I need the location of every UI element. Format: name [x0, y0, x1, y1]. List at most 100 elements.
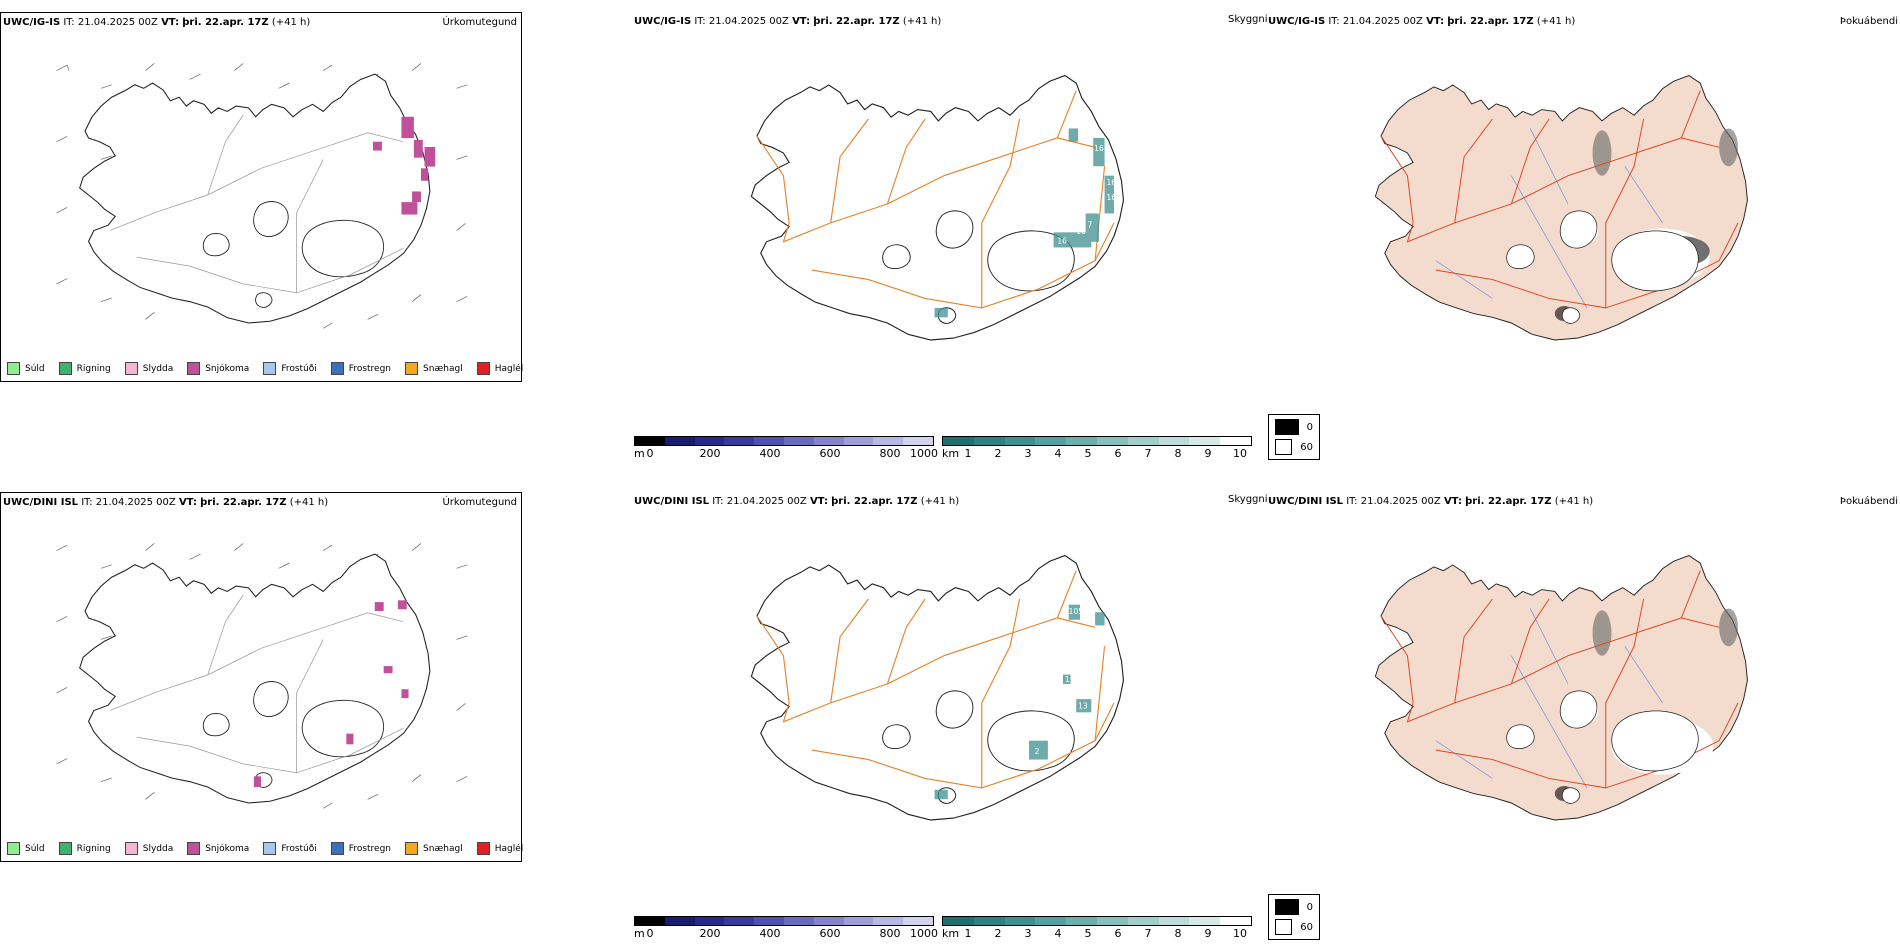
low-visibility-labels: 16 16 16 16 7 16 7 — [1020, 144, 1117, 246]
legend-label: Rigning — [76, 843, 111, 854]
legend-swatch — [187, 362, 201, 375]
visibility-colorbar: km 1 2 3 4 5 6 7 8 9 10 — [942, 916, 1252, 940]
legend-label: Frostregn — [348, 843, 392, 854]
colorbar-tick: 3 — [1024, 927, 1032, 940]
legend-swatch — [124, 362, 138, 375]
vt-label: VT: — [161, 17, 180, 28]
visibility-label: 7 — [1088, 221, 1093, 230]
legend-item: Snæhagl — [405, 842, 463, 855]
roads — [756, 90, 1115, 309]
it-value: 21.04.2025 00Z — [1342, 16, 1423, 27]
fog-map — [1374, 75, 1748, 341]
colorbar-tick: 1 — [964, 927, 972, 940]
visibility-colorbar: km 1 2 3 4 5 6 7 8 9 10 — [942, 436, 1252, 460]
lead-time: (+41 h) — [289, 497, 329, 508]
roads — [109, 114, 404, 294]
colorbar-tick: 7 — [1144, 927, 1152, 940]
snow-areas — [373, 116, 436, 215]
panel-header: UWC/DINI ISL IT: 21.04.2025 00Z VT: þri.… — [1, 493, 521, 517]
legend-swatch — [7, 842, 20, 855]
it-label: IT: — [1328, 16, 1340, 27]
fog-legend-label: 0 — [1306, 901, 1313, 913]
colorbar-tick: 10 — [1233, 447, 1247, 460]
it-label: IT: — [694, 16, 706, 27]
vt-label: VT: — [1443, 496, 1462, 507]
model-name: UWC/IG-IS — [1268, 16, 1326, 27]
colorbar-unit: m — [634, 447, 645, 460]
colorbar-tick: 6 — [1114, 447, 1122, 460]
it-label: IT: — [1346, 496, 1358, 507]
rivers — [1435, 128, 1663, 309]
colorbar-tick: 1000 — [910, 447, 938, 460]
legend-item: Súld — [7, 842, 45, 855]
it-value: 21.04.2025 00Z — [77, 17, 158, 28]
colorbar-tick: 200 — [699, 447, 721, 460]
legend-label: Slydda — [142, 843, 174, 854]
legend-label: Snjókoma — [205, 363, 250, 374]
low-visibility-areas — [934, 604, 1105, 800]
visibility-label: 13 — [1078, 702, 1088, 711]
legend-label: Snæhagl — [423, 843, 463, 854]
legend-label: Slydda — [142, 363, 174, 374]
vt-value: þri. 22.apr. 17Z — [831, 496, 918, 507]
lead-time: (+41 h) — [1536, 16, 1576, 27]
legend-item: Rigning — [58, 362, 111, 375]
legend-item: Snæhagl — [405, 362, 463, 375]
legend-label: Haglél — [494, 363, 524, 374]
legend-label: Snæhagl — [423, 363, 463, 374]
colorbar-tick: 8 — [1174, 447, 1182, 460]
colorbar-tick: 800 — [879, 447, 901, 460]
vt-value: þri. 22.apr. 17Z — [182, 17, 269, 28]
colorbar-tick: 10 — [1233, 927, 1247, 940]
wind-barbs — [56, 63, 468, 329]
low-visibility-areas — [934, 128, 1114, 318]
visibility-map: 105 1 13 2 — [750, 554, 1125, 821]
legend-item: Rigning — [58, 842, 111, 855]
it-label: IT: — [81, 497, 93, 508]
panel-header: UWC/DINI ISL IT: 21.04.2025 00Z VT: þri.… — [1268, 492, 1900, 516]
legend-item: Frostúði — [263, 842, 317, 855]
panel-header: UWC/IG-IS IT: 21.04.2025 00Z VT: þri. 22… — [1268, 12, 1900, 36]
colorbar-tick: 400 — [759, 927, 781, 940]
visibility-label: 16 — [1094, 144, 1104, 153]
colorbar-tick: 6 — [1114, 927, 1122, 940]
fog-legend-label: 0 — [1306, 421, 1313, 433]
model-name: UWC/IG-IS — [3, 17, 61, 28]
colorbar-tick: 9 — [1204, 927, 1212, 940]
fog-legend-label: 60 — [1300, 921, 1313, 933]
vt-label: VT: — [792, 16, 811, 27]
colorbar-unit: m — [634, 927, 645, 940]
model-name: UWC/IG-IS — [634, 16, 692, 27]
legend-item: Haglél — [476, 362, 524, 375]
colorbar-tick: 4 — [1054, 927, 1062, 940]
it-value: 21.04.2025 00Z — [708, 16, 789, 27]
snow-areas — [253, 600, 409, 787]
legend-item: Frostregn — [330, 362, 392, 375]
rivers — [1435, 608, 1663, 789]
legend-swatch — [263, 362, 277, 375]
legend-label: Snjókoma — [205, 843, 250, 854]
legend-swatch — [330, 842, 344, 855]
colorbar-tick: 5 — [1084, 927, 1092, 940]
lead-time: (+41 h) — [1554, 496, 1594, 507]
it-value: 21.04.2025 00Z — [95, 497, 176, 508]
panel-header: UWC/IG-IS IT: 21.04.2025 00Z VT: þri. 22… — [1, 13, 521, 37]
legend-label: Súld — [25, 363, 45, 374]
model-name: UWC/DINI ISL — [3, 497, 79, 508]
legend-swatch — [124, 842, 138, 855]
lead-time: (+41 h) — [902, 16, 942, 27]
legend-swatch — [7, 362, 20, 375]
legend-label: Frostregn — [348, 363, 392, 374]
legend-item: Frostúði — [263, 362, 317, 375]
visibility-label: 2 — [1035, 747, 1040, 756]
colorbar-tick: 600 — [819, 447, 841, 460]
legend-label: Frostúði — [281, 843, 317, 854]
fog-legend: 0 60 — [1268, 894, 1320, 940]
roads — [1380, 90, 1739, 309]
colorbar-tick: 2 — [994, 927, 1002, 940]
vt-label: VT: — [809, 496, 828, 507]
legend-item: Slydda — [124, 842, 174, 855]
precip-map — [56, 63, 468, 329]
colorbar-tick: 4 — [1054, 447, 1062, 460]
visibility-label: 1 — [1065, 675, 1070, 684]
